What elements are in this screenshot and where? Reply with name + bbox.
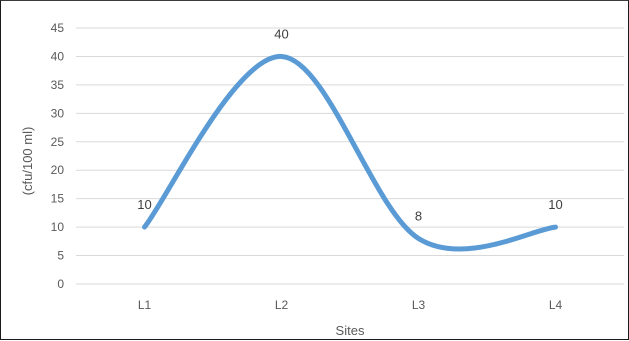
y-tick-label: 0: [57, 277, 64, 291]
x-tick-label: L1: [138, 298, 152, 312]
data-label: 8: [415, 208, 422, 223]
y-tick-label: 5: [57, 249, 64, 263]
data-labels: 10 40 8 10: [137, 26, 562, 223]
gridlines: [76, 27, 624, 285]
x-axis-title: Sites: [336, 323, 365, 338]
data-label: 40: [274, 26, 288, 41]
y-tick-label: 20: [51, 163, 65, 177]
y-tick-label: 25: [51, 135, 65, 149]
x-tick-label: L2: [275, 298, 289, 312]
x-axis-ticks: L1 L2 L3 L4: [138, 298, 563, 312]
y-axis-title: (cfu/100 ml): [20, 127, 35, 196]
y-tick-label: 45: [51, 21, 65, 35]
data-label: 10: [548, 197, 562, 212]
data-label: 10: [137, 197, 151, 212]
y-tick-label: 35: [51, 78, 65, 92]
y-tick-label: 30: [51, 106, 65, 120]
x-tick-label: L4: [549, 298, 563, 312]
y-tick-label: 40: [51, 49, 65, 63]
x-tick-label: L3: [412, 298, 426, 312]
y-axis-ticks: 0 5 10 15 20 25 30 35 40 45: [51, 21, 65, 291]
y-tick-label: 15: [51, 192, 65, 206]
y-tick-label: 10: [51, 220, 65, 234]
series-line: [142, 53, 558, 252]
